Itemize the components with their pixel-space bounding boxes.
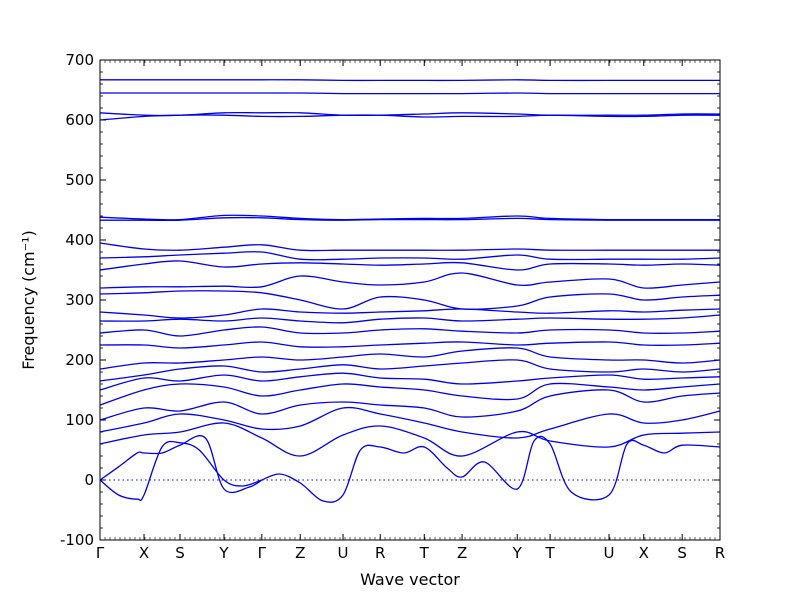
phonon-branch-9 xyxy=(99,359,721,382)
y-tick-label: 300 xyxy=(65,291,94,309)
phonon-branch-14 xyxy=(99,308,721,319)
x-tick-label: X xyxy=(139,544,149,562)
phonon-branch-5 xyxy=(99,406,721,439)
phonon-branch-6 xyxy=(99,389,721,421)
x-tick-label: S xyxy=(677,544,687,562)
y-tick-label: 700 xyxy=(65,51,94,69)
phonon-branch-15 xyxy=(99,290,721,310)
phonon-branch-22 xyxy=(99,114,721,121)
x-tick-label: R xyxy=(375,544,385,562)
phonon-branch-10 xyxy=(99,347,721,370)
x-tick-label: Γ xyxy=(258,544,267,562)
series-layer xyxy=(99,79,721,503)
x-tick-label: Z xyxy=(457,544,467,562)
x-tick-label: U xyxy=(604,544,615,562)
x-tick-label: Γ xyxy=(96,544,105,562)
phonon-branch-4 xyxy=(99,422,721,457)
phonon-branch-13 xyxy=(99,314,721,324)
phonon-branch-25 xyxy=(99,79,720,82)
y-tick-label: 0 xyxy=(84,471,94,489)
y-tick-label: 500 xyxy=(65,171,94,189)
phonon-branch-3 xyxy=(261,435,721,503)
phonon-branch-1 xyxy=(99,440,263,502)
x-tick-label: U xyxy=(338,544,349,562)
y-tick-label: 200 xyxy=(65,351,94,369)
phonon-branch-17 xyxy=(99,260,721,271)
y-tick-label: 400 xyxy=(65,231,94,249)
x-tick-label: Y xyxy=(512,544,523,562)
plot-frame xyxy=(99,59,721,541)
x-tick-label: S xyxy=(175,544,185,562)
y-tick-label: 600 xyxy=(65,111,94,129)
x-tick-label: T xyxy=(545,544,556,562)
phonon-branch-21 xyxy=(99,214,720,221)
phonon-branch-19 xyxy=(99,242,720,252)
x-tick-label: Z xyxy=(295,544,305,562)
y-tick-label: -100 xyxy=(60,531,94,549)
y-axis-title: Frequency (cm⁻¹) xyxy=(19,230,38,369)
phonon-branch-2 xyxy=(99,435,263,494)
x-tick-label: T xyxy=(419,544,430,562)
phonon-branch-8 xyxy=(99,372,721,391)
phonon-branch-23 xyxy=(99,111,721,117)
x-axis-title: Wave vector xyxy=(360,570,460,589)
x-tick-label: R xyxy=(715,544,725,562)
phonon-branch-18 xyxy=(99,251,721,261)
x-tick-label: X xyxy=(639,544,649,562)
phonon-branch-11 xyxy=(99,341,721,349)
phonon-branch-7 xyxy=(99,382,721,406)
axis-layer: -100 0 100 200 300 400 500 600 700 Γ X S Y Γ Z U R T Z Y T U X… xyxy=(60,51,725,562)
phonon-branch-24 xyxy=(100,92,720,95)
phonon-branch-16 xyxy=(99,272,721,289)
phonon-branch-12 xyxy=(99,326,721,337)
x-tick-label: Y xyxy=(218,544,229,562)
y-tick-label: 100 xyxy=(65,411,94,429)
